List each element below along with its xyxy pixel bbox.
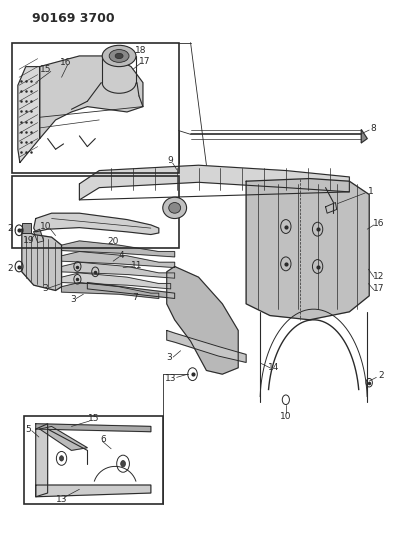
Text: 10: 10 [40,222,51,231]
Polygon shape [18,67,40,163]
Polygon shape [62,273,171,289]
Text: 8: 8 [370,125,376,133]
Polygon shape [62,282,159,298]
Text: 13: 13 [56,495,67,504]
Text: 13: 13 [165,374,176,383]
Text: 7: 7 [132,293,138,302]
Bar [22,223,31,233]
Text: 5: 5 [26,425,31,433]
Text: 3: 3 [71,295,76,304]
Text: 16: 16 [60,59,71,67]
Polygon shape [22,229,62,290]
Circle shape [60,456,64,461]
Polygon shape [36,424,151,432]
Text: 18: 18 [135,46,146,55]
Polygon shape [167,330,246,362]
Polygon shape [40,426,87,450]
Polygon shape [62,252,175,268]
Polygon shape [246,179,369,320]
Polygon shape [34,229,44,243]
Polygon shape [62,262,175,278]
Text: 9: 9 [168,157,173,165]
Text: 90169 3700: 90169 3700 [32,12,114,25]
Text: 11: 11 [131,261,143,270]
Text: 12: 12 [374,272,385,280]
Text: 4: 4 [118,252,124,260]
Polygon shape [87,282,175,298]
Polygon shape [36,424,48,497]
Ellipse shape [115,53,123,59]
Text: 1: 1 [368,188,374,196]
Text: 17: 17 [139,57,150,66]
Circle shape [121,461,125,467]
Text: 2: 2 [7,264,13,272]
Bar [12,43,179,173]
Polygon shape [40,56,143,139]
Ellipse shape [109,50,129,62]
Text: 14: 14 [268,364,279,372]
Polygon shape [361,130,367,143]
Text: 6: 6 [100,435,106,444]
Text: 15: 15 [88,414,99,423]
Text: 3: 3 [166,353,172,361]
Polygon shape [167,266,238,374]
Text: 19: 19 [23,237,34,245]
Polygon shape [326,203,337,213]
Polygon shape [34,213,159,235]
Text: 2: 2 [7,224,13,232]
Bar [24,416,163,504]
Ellipse shape [163,197,187,219]
Polygon shape [62,241,175,257]
Text: 10: 10 [280,413,291,421]
Polygon shape [79,165,349,200]
Text: 15: 15 [40,65,51,74]
Ellipse shape [169,203,181,213]
Text: 3: 3 [43,285,48,293]
Text: 20: 20 [108,237,119,246]
Ellipse shape [102,45,136,67]
Bar [12,176,179,248]
Text: 17: 17 [374,285,385,293]
Polygon shape [36,485,151,497]
Text: 2: 2 [378,372,384,380]
Text: 16: 16 [374,220,385,228]
